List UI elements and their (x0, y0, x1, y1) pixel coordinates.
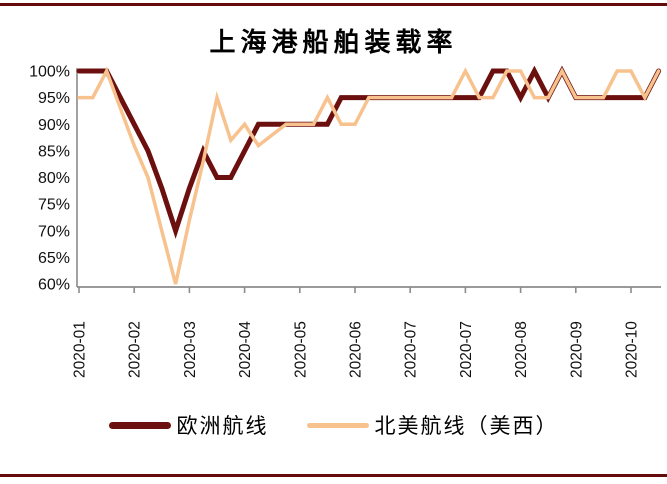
y-axis-label: 80% (38, 170, 70, 187)
chart-legend: 欧洲航线 北美航线（美西） (0, 410, 667, 440)
y-axis-label: 85% (38, 143, 70, 160)
x-axis-label: 2020-07 (458, 321, 475, 378)
legend-item-north-america-route: 北美航线（美西） (306, 410, 559, 440)
top-border-rule (0, 3, 667, 6)
y-axis-label: 65% (38, 250, 70, 267)
legend-label-north-america-route: 北美航线（美西） (374, 414, 559, 438)
x-axis-label: 2020-10 (624, 321, 641, 378)
x-axis-label: 2020-04 (237, 321, 254, 378)
y-axis-label: 60% (38, 277, 70, 294)
x-axis-label: 2020-09 (568, 321, 585, 378)
legend-item-europe-route: 欧洲航线 (108, 410, 269, 440)
legend-label-europe-route: 欧洲航线 (176, 414, 269, 438)
x-axis-label: 2020-02 (127, 321, 144, 378)
y-axis-label: 70% (38, 223, 70, 240)
legend-swatch-europe-route (108, 421, 171, 429)
x-axis-label: 2020-07 (403, 321, 420, 378)
x-axis-label: 2020-06 (348, 321, 365, 378)
legend-swatch-north-america-route (306, 422, 369, 428)
y-axis-label: 90% (38, 117, 70, 134)
series-line-0 (76, 65, 662, 239)
y-axis-label: 75% (38, 197, 70, 214)
x-axis-label: 2020-08 (513, 321, 530, 378)
x-axis-label: 2020-03 (182, 321, 199, 378)
x-axis-label: 2020-01 (72, 321, 89, 378)
x-axis-label: 2020-05 (292, 321, 309, 378)
bottom-border-rule (0, 474, 667, 477)
series-line-1 (77, 66, 661, 285)
y-axis-label: 100% (29, 64, 70, 81)
y-axis-label: 95% (38, 90, 70, 107)
chart-title: 上海港船舶装载率 (209, 28, 458, 57)
